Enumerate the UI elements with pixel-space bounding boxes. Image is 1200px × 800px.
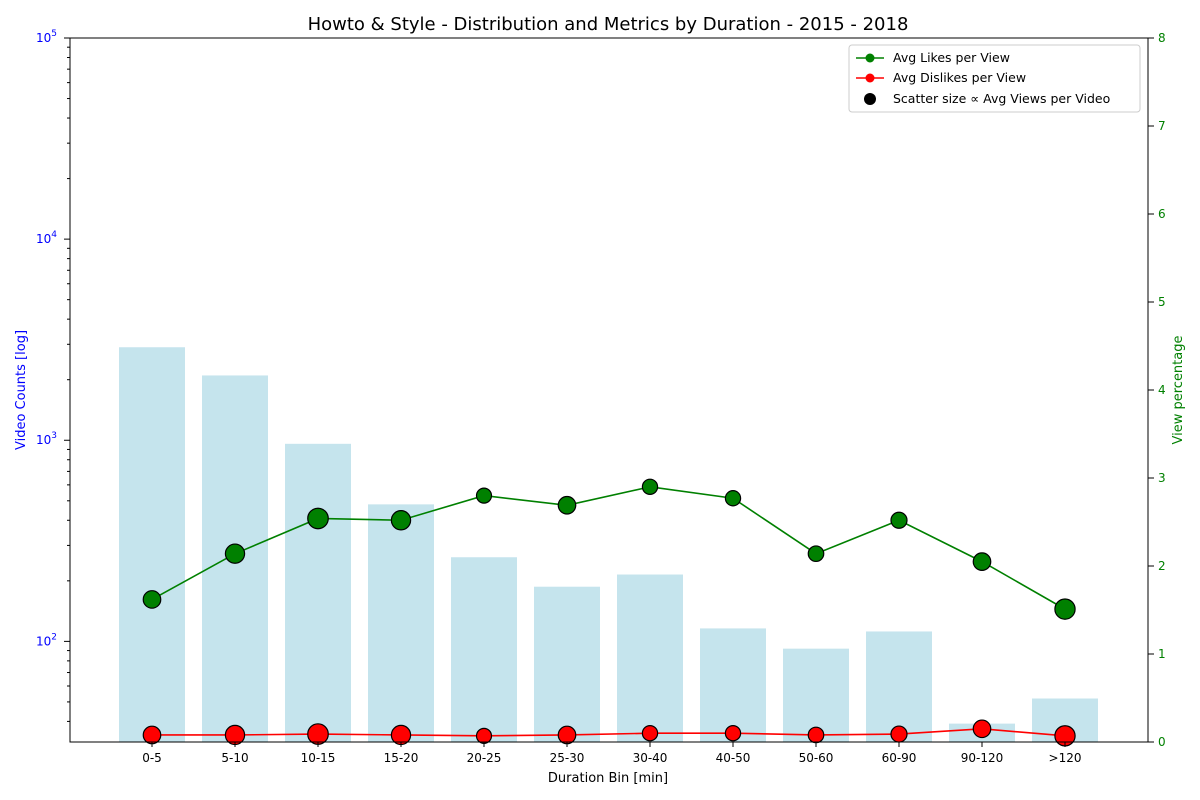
y-tick-label: 103 (36, 431, 57, 447)
series-1-point-60-90 (890, 725, 908, 743)
bar-20-25 (451, 557, 517, 742)
legend-likes-label: Avg Likes per View (893, 50, 1010, 65)
y2-tick-label: 7 (1158, 119, 1166, 133)
legend-size-marker (864, 93, 876, 105)
bar-40-50 (700, 628, 766, 742)
y2-tick-label: 8 (1158, 31, 1166, 45)
x-tick-label: 90-120 (961, 751, 1004, 765)
x-tick-label: 0-5 (142, 751, 162, 765)
bar-25-30 (534, 586, 600, 742)
x-tick-label: 20-25 (467, 751, 502, 765)
bar-50-60 (783, 648, 849, 742)
series-1-point-50-60 (807, 726, 825, 744)
x-tick-label: >120 (1049, 751, 1082, 765)
y-tick-label: 105 (36, 29, 57, 45)
series-0-point-20-25 (475, 487, 493, 504)
series-0-point-40-50 (724, 490, 742, 507)
legend-dislikes-marker (865, 73, 875, 83)
x-tick-label: 50-60 (799, 751, 834, 765)
bar-15-20 (368, 504, 434, 742)
y-axis-left: 102 103 104 105 (36, 29, 70, 722)
x-tick-label: 60-90 (882, 751, 917, 765)
y2-tick-label: 2 (1158, 559, 1166, 573)
bar-60-90 (866, 631, 932, 742)
y2-tick-label: 3 (1158, 471, 1166, 485)
series-0-point-50-60 (807, 545, 825, 563)
series-1-point-40-50 (724, 725, 742, 742)
x-axis: 0-5 5-10 10-15 15-20 20-25 25-30 30-40 40-50 50-… (142, 742, 1081, 765)
series-line-0 (151, 485, 1066, 610)
series-0-point-15-20 (390, 510, 412, 531)
y-tick-label: 102 (36, 632, 57, 648)
bar-10-15 (285, 443, 351, 742)
series-line-1 (152, 727, 1066, 737)
series-0-point->120 (1054, 598, 1076, 620)
legend-box (848, 44, 1141, 113)
chart-title: Howto & Style - Distribution and Metrics… (308, 14, 909, 35)
bars-group (119, 347, 1098, 742)
series-0-point-5-10 (224, 543, 246, 564)
series-1-point-20-25 (475, 727, 493, 744)
points-group (142, 478, 1076, 747)
y2-tick-label: 1 (1158, 647, 1166, 661)
series-1-point-90-120 (972, 719, 992, 739)
x-tick-label: 40-50 (716, 751, 751, 765)
y-axis-label: Video Counts [log] (14, 330, 29, 450)
series-0-point-90-120 (972, 552, 992, 571)
y2-tick-label: 4 (1158, 383, 1166, 397)
series-0-point-30-40 (641, 478, 659, 495)
series-1-point-0-5 (142, 725, 162, 745)
x-tick-label: 30-40 (633, 751, 668, 765)
x-tick-label: 15-20 (384, 751, 419, 765)
series-1-point-10-15 (307, 723, 329, 745)
series-0-point-0-5 (142, 590, 162, 609)
y2-axis-label: View percentage (1171, 336, 1186, 445)
series-1-point-30-40 (641, 725, 659, 742)
series-1-point-25-30 (557, 725, 577, 745)
y-axis-right: 0 1 2 3 4 5 6 7 8 (1148, 31, 1166, 749)
x-tick-label: 25-30 (550, 751, 585, 765)
bar-30-40 (617, 574, 683, 742)
x-tick-label: 5-10 (221, 751, 248, 765)
series-0-point-10-15 (307, 507, 329, 530)
series-0-point-60-90 (890, 511, 908, 529)
x-axis-label: Duration Bin [min] (548, 771, 668, 786)
legend-size-label: Scatter size ∝ Avg Views per Video (893, 91, 1110, 106)
legend-likes-marker (865, 53, 875, 63)
y2-tick-label: 5 (1158, 295, 1166, 309)
x-tick-label: 10-15 (301, 751, 336, 765)
legend: Avg Likes per View Avg Dislikes per View… (848, 44, 1141, 113)
y2-tick-label: 0 (1158, 735, 1166, 749)
legend-dislikes-label: Avg Dislikes per View (893, 70, 1026, 85)
y-tick-label: 104 (36, 230, 57, 246)
lines-group (151, 485, 1066, 737)
bar-0-5 (119, 347, 185, 742)
y2-tick-label: 6 (1158, 207, 1166, 221)
series-0-point-25-30 (557, 495, 577, 515)
